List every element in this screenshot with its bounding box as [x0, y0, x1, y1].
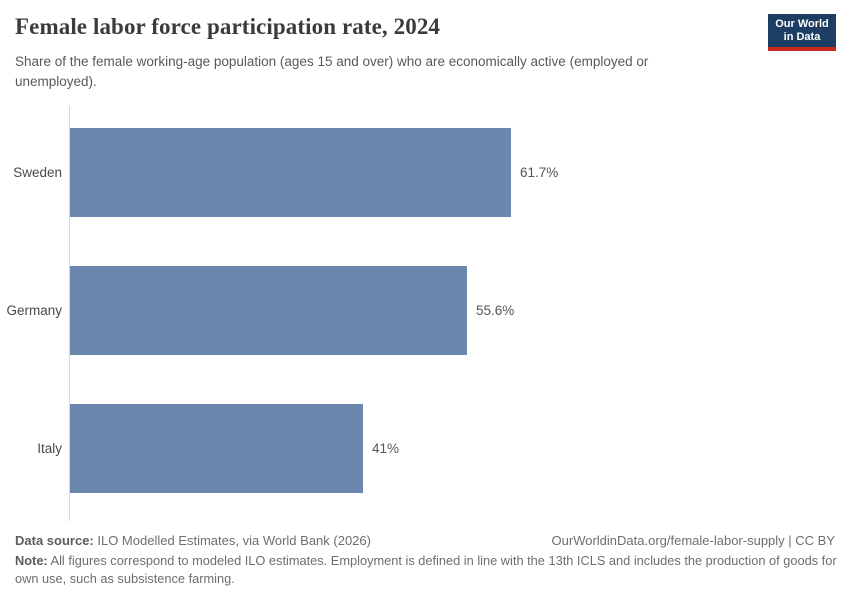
owid-logo-line2: in Data	[783, 31, 821, 43]
bar-sweden[interactable]	[70, 128, 511, 217]
value-label-germany: 55.6%	[476, 302, 515, 318]
note-label: Note:	[15, 553, 48, 568]
value-label-sweden: 61.7%	[520, 164, 559, 180]
owid-url-link[interactable]: OurWorldinData.org/female-labor-supply |…	[551, 533, 835, 548]
chart-note: Note: All figures correspond to modeled …	[15, 552, 837, 588]
data-source-text: ILO Modelled Estimates, via World Bank (…	[93, 533, 371, 548]
entity-label-italy: Italy	[37, 440, 62, 456]
value-label-italy: 41%	[372, 440, 400, 456]
bar-italy[interactable]	[70, 404, 363, 493]
chart-title: Female labor force participation rate, 2…	[15, 14, 441, 39]
entity-label-sweden: Sweden	[13, 164, 62, 180]
bar-germany[interactable]	[70, 266, 467, 355]
plot-area: Sweden 61.7% Germany 55.6% Italy 41%	[0, 106, 850, 521]
note-text: All figures correspond to modeled ILO es…	[15, 553, 837, 586]
y-axis-line	[69, 106, 70, 521]
owid-logo-line1: Our World	[775, 18, 829, 30]
data-source-line: Data source: ILO Modelled Estimates, via…	[15, 532, 371, 549]
chart-subtitle: Share of the female working-age populati…	[15, 54, 649, 89]
entity-label-germany: Germany	[6, 302, 62, 318]
data-source-label: Data source:	[15, 533, 94, 548]
owid-logo[interactable]: Our World in Data	[768, 14, 836, 51]
